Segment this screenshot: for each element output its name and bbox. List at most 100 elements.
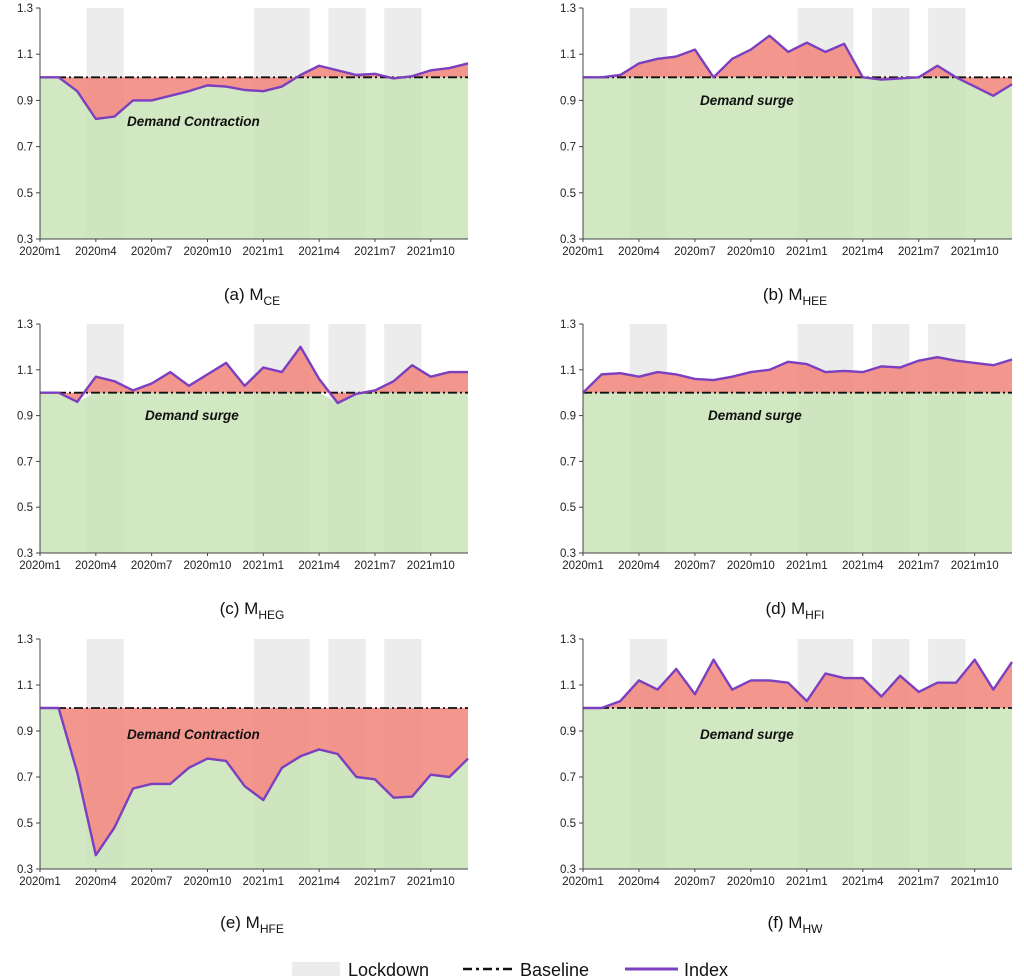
deviation-area <box>40 708 468 856</box>
y-tick-label: 0.5 <box>17 502 33 514</box>
index-line <box>40 345 468 405</box>
y-tick-label: 1.3 <box>560 319 576 331</box>
y-tick-label: 1.1 <box>17 49 33 61</box>
region-annotation: Demand Contraction <box>127 114 260 129</box>
y-tick-label: 0.7 <box>17 142 33 154</box>
y-tick-label: 1.3 <box>560 3 576 15</box>
below-baseline-area <box>40 392 468 553</box>
y-tick-label: 0.9 <box>17 726 33 738</box>
y-tick-label: 0.9 <box>560 411 576 423</box>
y-tick-label: 0.5 <box>17 188 33 200</box>
x-tick-label: 2020m4 <box>75 876 117 888</box>
chart-panel: 0.3 0.5 0.7 0.9 1.1 1.3 2020m1 2020m4 2020m7 2020… <box>560 319 1013 622</box>
y-tick-label: 1.1 <box>17 365 33 377</box>
panel-caption: (d) MHFI <box>765 599 824 622</box>
x-tick-label: 2020m4 <box>618 560 660 572</box>
x-tick-label: 2021m7 <box>354 560 396 572</box>
x-tick-label: 2020m1 <box>562 876 604 888</box>
y-tick-label: 0.7 <box>560 142 576 154</box>
y-tick-label: 0.3 <box>560 548 576 560</box>
x-tick-label: 2021m10 <box>951 246 999 258</box>
y-tick-label: 0.3 <box>17 234 33 246</box>
index-line <box>582 356 1013 394</box>
y-tick-label: 0.7 <box>17 456 33 468</box>
x-tick-label: 2020m10 <box>727 876 775 888</box>
x-tick-label: 2020m7 <box>131 876 173 888</box>
x-tick-label: 2021m1 <box>786 560 828 572</box>
y-tick-label: 1.3 <box>17 3 33 15</box>
region-annotation: Demand surge <box>708 408 802 423</box>
x-tick-label: 2021m10 <box>407 246 455 258</box>
chart-panel: 0.3 0.5 0.7 0.9 1.1 1.3 2020m1 2020m4 2020m7 2020… <box>560 3 1013 308</box>
y-tick-label: 1.1 <box>560 680 576 692</box>
x-tick-label: 2020m4 <box>618 246 660 258</box>
legend-baseline-label: Baseline <box>520 960 589 980</box>
below-baseline-area <box>583 392 1012 553</box>
y-tick-label: 0.3 <box>17 864 33 876</box>
panel-caption: (b) MHEE <box>763 285 827 308</box>
y-tick-label: 0.5 <box>560 502 576 514</box>
x-tick-label: 2021m7 <box>898 876 940 888</box>
index-line <box>40 706 469 857</box>
y-tick-label: 0.9 <box>560 95 576 107</box>
below-baseline-area <box>40 77 468 239</box>
y-tick-label: 1.1 <box>560 365 576 377</box>
deviation-area <box>583 35 1012 96</box>
x-tick-label: 2020m4 <box>75 560 117 572</box>
region-annotation: Demand surge <box>700 93 794 108</box>
x-tick-label: 2020m10 <box>727 560 775 572</box>
x-tick-label: 2021m7 <box>354 876 396 888</box>
x-tick-label: 2020m7 <box>131 246 173 258</box>
x-tick-label: 2021m10 <box>951 876 999 888</box>
legend-index-label: Index <box>684 960 728 980</box>
y-tick-label: 0.9 <box>17 95 33 107</box>
region-annotation: Demand surge <box>145 408 239 423</box>
x-tick-label: 2021m4 <box>842 560 884 572</box>
x-tick-label: 2021m7 <box>898 246 940 258</box>
legend-lockdown-label: Lockdown <box>348 960 429 980</box>
panel-caption: (a) MCE <box>224 285 280 308</box>
y-tick-label: 0.7 <box>17 772 33 784</box>
x-tick-label: 2021m4 <box>298 246 340 258</box>
x-tick-label: 2020m1 <box>19 560 61 572</box>
x-tick-label: 2020m7 <box>674 246 716 258</box>
y-tick-label: 0.5 <box>17 818 33 830</box>
x-tick-label: 2021m1 <box>786 876 828 888</box>
x-tick-label: 2021m4 <box>298 560 340 572</box>
y-tick-label: 0.5 <box>560 188 576 200</box>
x-tick-label: 2021m7 <box>354 246 396 258</box>
legend-lockdown-swatch <box>292 962 340 976</box>
x-tick-label: 2020m1 <box>562 560 604 572</box>
x-tick-label: 2020m10 <box>183 876 231 888</box>
y-tick-label: 0.9 <box>17 411 33 423</box>
y-tick-label: 1.3 <box>17 319 33 331</box>
y-tick-label: 0.3 <box>17 548 33 560</box>
x-tick-label: 2021m10 <box>951 560 999 572</box>
x-tick-label: 2020m7 <box>131 560 173 572</box>
x-tick-label: 2020m4 <box>618 876 660 888</box>
y-tick-label: 1.1 <box>17 680 33 692</box>
x-tick-label: 2021m4 <box>842 246 884 258</box>
x-tick-label: 2021m1 <box>243 876 285 888</box>
x-tick-label: 2020m7 <box>674 560 716 572</box>
region-annotation: Demand surge <box>700 727 794 742</box>
index-line <box>40 62 469 121</box>
below-baseline-area <box>583 77 1012 239</box>
x-tick-label: 2020m7 <box>674 876 716 888</box>
y-tick-label: 1.1 <box>560 49 576 61</box>
x-tick-label: 2020m1 <box>562 246 604 258</box>
deviation-area <box>40 346 468 404</box>
chart-panel: 0.3 0.5 0.7 0.9 1.1 1.3 2020m1 2020m4 2020m7 2020… <box>17 634 469 936</box>
y-tick-label: 1.3 <box>560 634 576 646</box>
y-tick-label: 0.3 <box>560 864 576 876</box>
panel-caption: (f) MHW <box>768 913 824 936</box>
y-tick-label: 0.9 <box>560 726 576 738</box>
region-annotation: Demand Contraction <box>127 727 260 742</box>
y-tick-label: 0.7 <box>560 772 576 784</box>
y-tick-label: 0.5 <box>560 818 576 830</box>
y-tick-label: 0.3 <box>560 234 576 246</box>
y-tick-label: 1.3 <box>17 634 33 646</box>
chart-panel: 0.3 0.5 0.7 0.9 1.1 1.3 2020m1 2020m4 2020m7 2020… <box>560 634 1013 936</box>
x-tick-label: 2021m1 <box>243 246 285 258</box>
